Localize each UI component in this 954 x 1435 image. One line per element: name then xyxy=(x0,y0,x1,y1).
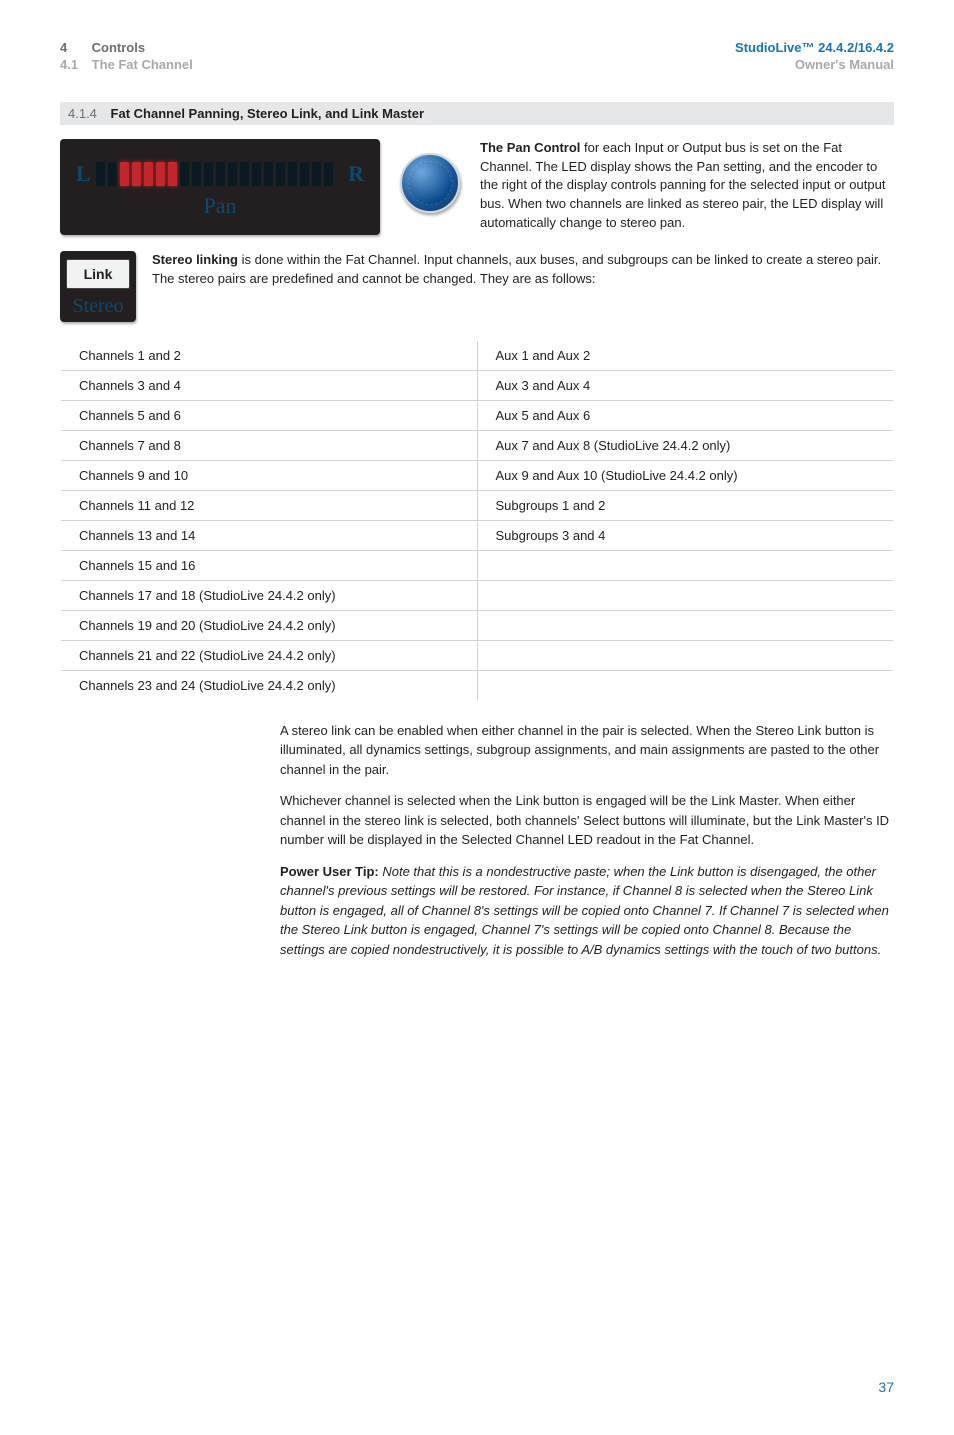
table-cell: Channels 21 and 22 (StudioLive 24.4.2 on… xyxy=(61,640,478,670)
table-cell: Channels 19 and 20 (StudioLive 24.4.2 on… xyxy=(61,610,478,640)
table-row: Channels 17 and 18 (StudioLive 24.4.2 on… xyxy=(61,580,894,610)
pan-right-label: R xyxy=(348,161,364,187)
table-cell: Channels 9 and 10 xyxy=(61,460,478,490)
table-cell xyxy=(477,550,894,580)
table-cell: Aux 3 and Aux 4 xyxy=(477,370,894,400)
chapter-title: Controls xyxy=(92,40,145,55)
table-cell: Subgroups 3 and 4 xyxy=(477,520,894,550)
table-cell: Channels 7 and 8 xyxy=(61,430,478,460)
table-cell: Aux 7 and Aux 8 (StudioLive 24.4.2 only) xyxy=(477,430,894,460)
table-row: Channels 5 and 6Aux 5 and Aux 6 xyxy=(61,400,894,430)
table-row: Channels 9 and 10Aux 9 and Aux 10 (Studi… xyxy=(61,460,894,490)
stereo-link-body: is done within the Fat Channel. Input ch… xyxy=(152,252,881,286)
table-row: Channels 11 and 12Subgroups 1 and 2 xyxy=(61,490,894,520)
table-cell: Channels 13 and 14 xyxy=(61,520,478,550)
table-cell: Channels 23 and 24 (StudioLive 24.4.2 on… xyxy=(61,670,478,700)
stereo-link-lead: Stereo linking xyxy=(152,252,238,267)
chapter-number: 4 xyxy=(60,40,88,57)
stereo-label: Stereo xyxy=(66,295,130,318)
power-user-tip: Power User Tip: Note that this is a nond… xyxy=(280,862,894,960)
pan-encoder-knob[interactable] xyxy=(400,153,460,213)
table-row: Channels 23 and 24 (StudioLive 24.4.2 on… xyxy=(61,670,894,700)
body-paragraph-1: A stereo link can be enabled when either… xyxy=(280,721,894,780)
manual-name: Owner's Manual xyxy=(735,57,894,74)
table-row: Channels 13 and 14Subgroups 3 and 4 xyxy=(61,520,894,550)
table-row: Channels 21 and 22 (StudioLive 24.4.2 on… xyxy=(61,640,894,670)
stereo-link-description: Stereo linking is done within the Fat Ch… xyxy=(152,251,894,322)
stereo-link-panel: Link Stereo xyxy=(60,251,136,322)
pan-led-meter xyxy=(80,161,360,187)
pan-left-label: L xyxy=(76,161,91,187)
link-button[interactable]: Link xyxy=(66,259,130,289)
table-row: Channels 1 and 2Aux 1 and Aux 2 xyxy=(61,340,894,370)
table-cell: Aux 1 and Aux 2 xyxy=(477,340,894,370)
table-cell: Channels 1 and 2 xyxy=(61,340,478,370)
table-cell: Subgroups 1 and 2 xyxy=(477,490,894,520)
body-paragraph-2: Whichever channel is selected when the L… xyxy=(280,791,894,850)
section-title: The Fat Channel xyxy=(92,57,193,72)
pan-widget-label: Pan xyxy=(80,193,360,219)
pan-description-lead: The Pan Control xyxy=(480,140,580,155)
table-row: Channels 19 and 20 (StudioLive 24.4.2 on… xyxy=(61,610,894,640)
table-cell: Aux 9 and Aux 10 (StudioLive 24.4.2 only… xyxy=(477,460,894,490)
subsection-title: Fat Channel Panning, Stereo Link, and Li… xyxy=(111,106,425,121)
subsection-number: 4.1.4 xyxy=(68,106,97,121)
pan-description: The Pan Control for each Input or Output… xyxy=(480,139,894,233)
page-number: 37 xyxy=(60,1379,894,1395)
table-row: Channels 3 and 4Aux 3 and Aux 4 xyxy=(61,370,894,400)
table-cell: Aux 5 and Aux 6 xyxy=(477,400,894,430)
table-cell xyxy=(477,580,894,610)
table-cell: Channels 5 and 6 xyxy=(61,400,478,430)
table-cell: Channels 11 and 12 xyxy=(61,490,478,520)
table-cell xyxy=(477,610,894,640)
table-cell xyxy=(477,640,894,670)
table-row: Channels 7 and 8Aux 7 and Aux 8 (StudioL… xyxy=(61,430,894,460)
tip-lead: Power User Tip: xyxy=(280,864,379,879)
table-cell: Channels 17 and 18 (StudioLive 24.4.2 on… xyxy=(61,580,478,610)
table-cell: Channels 3 and 4 xyxy=(61,370,478,400)
stereo-pairs-table: Channels 1 and 2Aux 1 and Aux 2Channels … xyxy=(60,340,894,701)
product-name: StudioLive™ 24.4.2/16.4.2 xyxy=(735,40,894,57)
table-row: Channels 15 and 16 xyxy=(61,550,894,580)
page-header: 4 Controls 4.1 The Fat Channel StudioLiv… xyxy=(60,40,894,74)
section-heading-bar: 4.1.4 Fat Channel Panning, Stereo Link, … xyxy=(60,102,894,125)
table-cell xyxy=(477,670,894,700)
table-cell: Channels 15 and 16 xyxy=(61,550,478,580)
section-number: 4.1 xyxy=(60,57,88,74)
pan-display-panel: L R Pan xyxy=(60,139,380,235)
